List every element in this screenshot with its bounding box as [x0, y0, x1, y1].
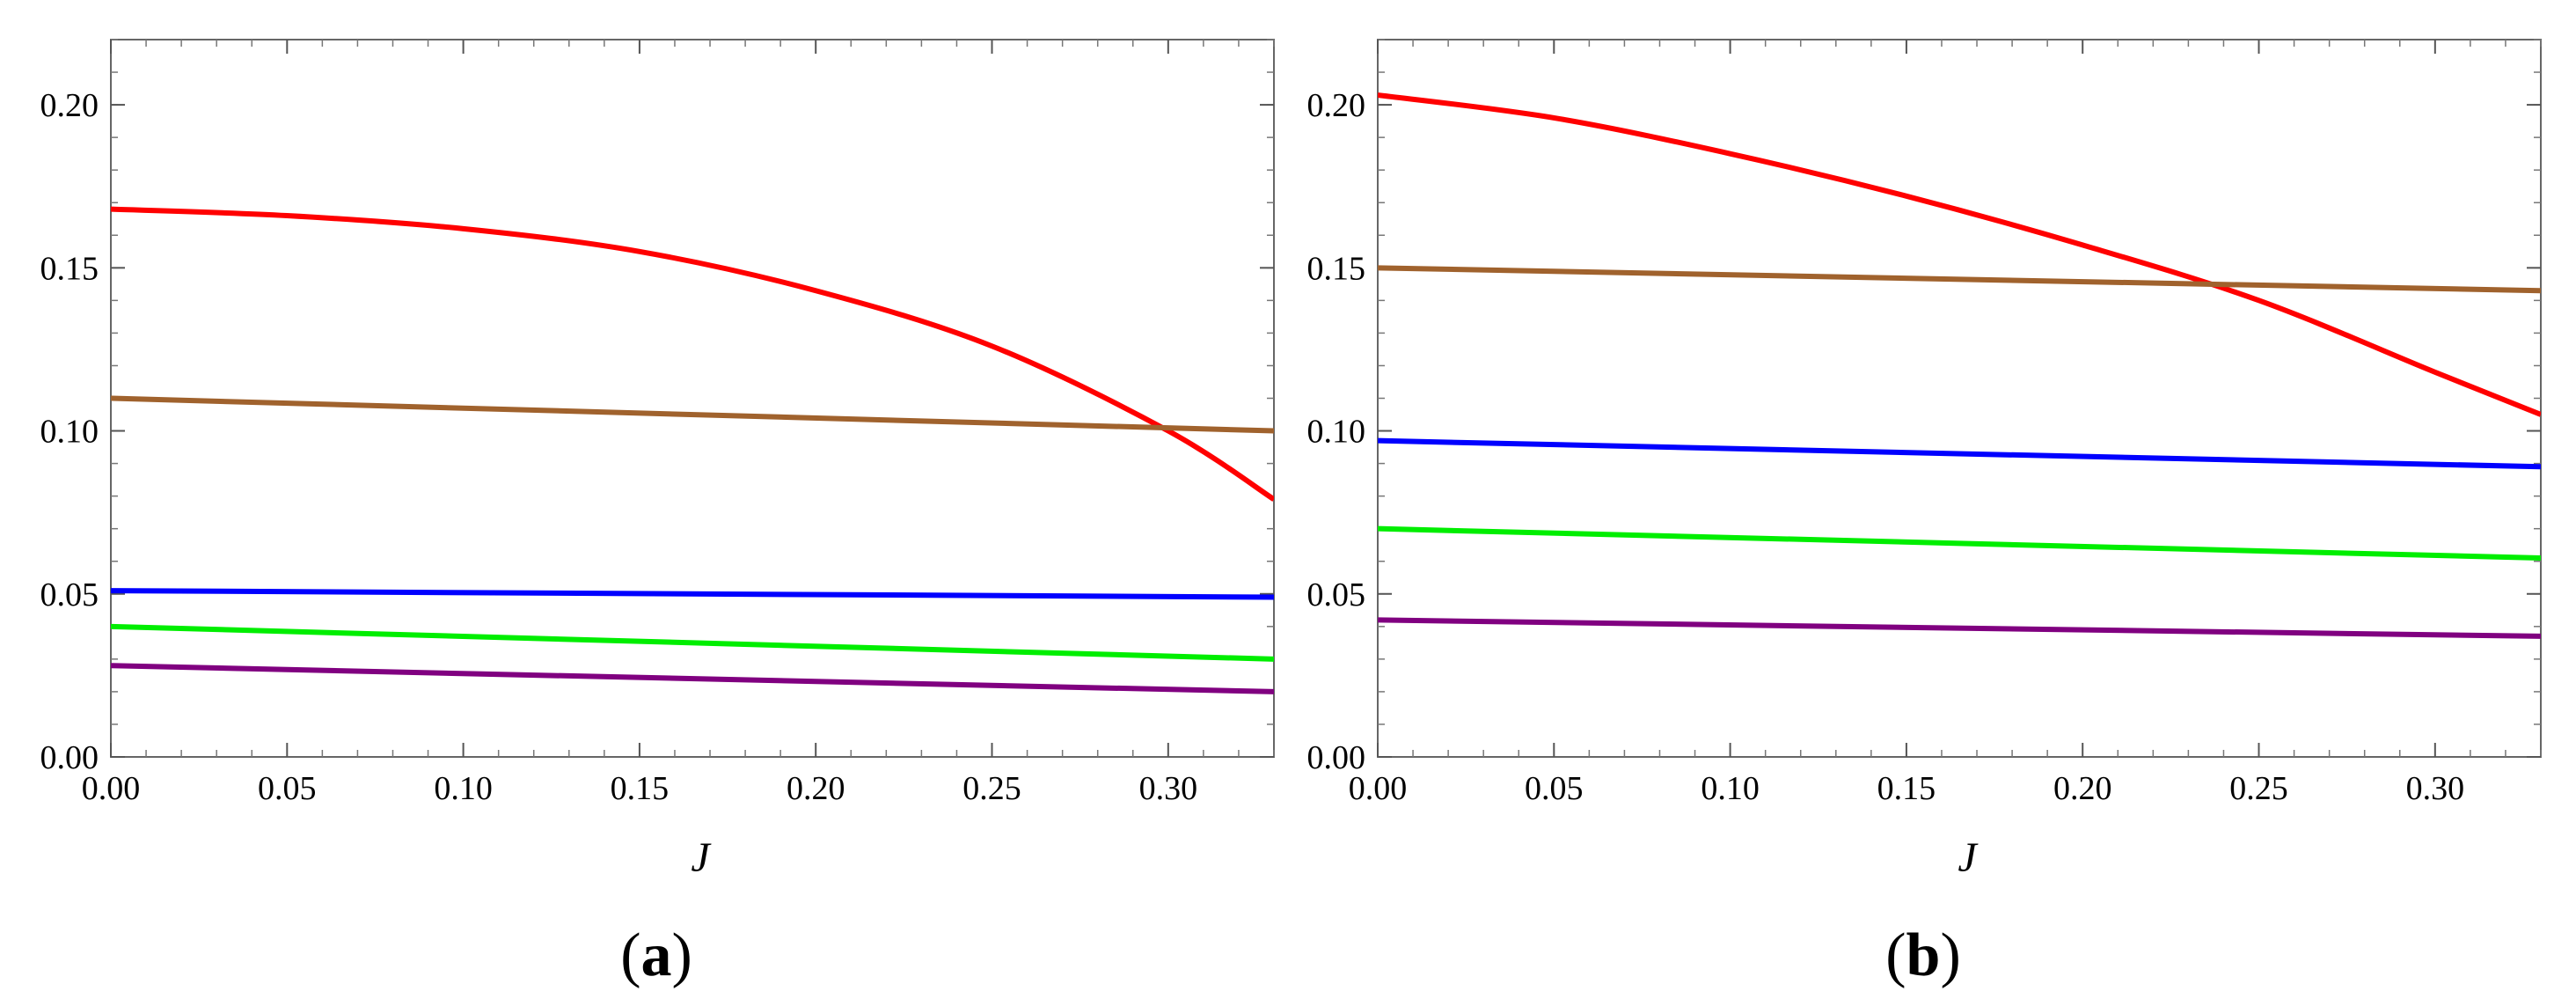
- x-axis-title: J: [691, 834, 712, 881]
- x-tick-label: 0.05: [258, 770, 317, 807]
- series-line-3: [111, 588, 1274, 600]
- y-tick-label: 0.05: [40, 576, 99, 613]
- plot-frame: [110, 39, 1275, 758]
- x-tick-label: 0.10: [1701, 770, 1760, 807]
- panel-label: (b): [1885, 922, 1961, 989]
- y-tick-label: 0.15: [40, 250, 99, 287]
- x-tick-label: 0.15: [1877, 770, 1936, 807]
- x-tick-label: 0.20: [2053, 770, 2112, 807]
- series-line-2: [1378, 265, 2541, 294]
- x-axis-title: J: [1958, 834, 1979, 881]
- series-line-3: [1378, 437, 2541, 470]
- y-tick-label: 0.15: [1307, 250, 1366, 287]
- chart-panel-a: 0.00 0.05 0.10 0.15 0.20 0.25 0.30 0.00 0.05 0.10…: [40, 39, 1275, 989]
- y-tick-label: 0.10: [1307, 414, 1366, 451]
- x-tick-label: 0.25: [2229, 770, 2288, 807]
- y-tick-label: 0.20: [1307, 87, 1366, 124]
- panel-label: (a): [620, 922, 692, 989]
- x-tick-label: 0.30: [2406, 770, 2465, 807]
- plot-frame: [1377, 39, 2542, 758]
- chart-panel-b: 0.00 0.05 0.10 0.15 0.20 0.25 0.30 0.00 0.05 0.10…: [1307, 39, 2542, 989]
- y-tick-label: 0.10: [40, 414, 99, 451]
- y-tick-label: 0.00: [40, 739, 99, 776]
- x-tick-label: 0.05: [1525, 770, 1584, 807]
- y-tick-label: 0.05: [1307, 576, 1366, 613]
- x-tick-label: 0.00: [82, 770, 141, 807]
- x-tick-label: 0.10: [434, 770, 493, 807]
- series-line-1: [111, 206, 1274, 502]
- y-tick-label: 0.00: [1307, 739, 1366, 776]
- x-tick-label: 0.30: [1139, 770, 1198, 807]
- x-tick-label: 0.20: [787, 770, 845, 807]
- x-tick-label: 0.25: [962, 770, 1021, 807]
- series-line-5: [1378, 617, 2541, 639]
- series-line-4: [111, 623, 1274, 662]
- series-line-4: [1378, 525, 2541, 562]
- x-tick-label: 0.00: [1349, 770, 1408, 807]
- series-line-2: [111, 395, 1274, 434]
- series-line-5: [111, 663, 1274, 694]
- series-line-1: [1378, 92, 2541, 417]
- x-tick-label: 0.15: [611, 770, 670, 807]
- y-tick-label: 0.20: [40, 87, 99, 124]
